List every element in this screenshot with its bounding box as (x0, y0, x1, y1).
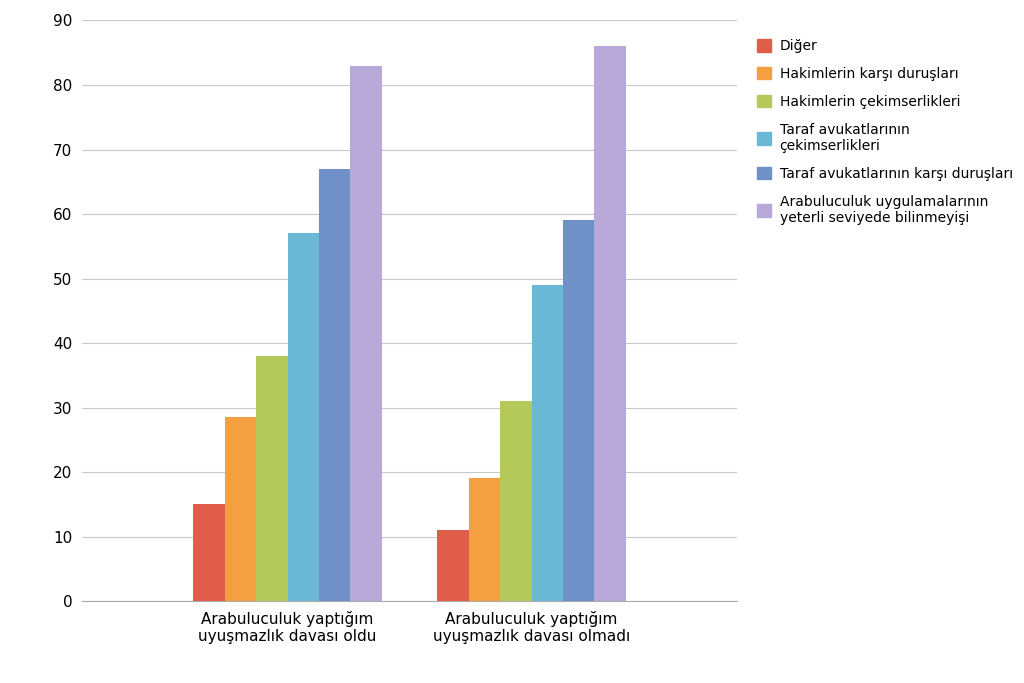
Bar (501, 401, 531, 601)
Bar (256, 356, 288, 601)
Bar (469, 479, 501, 601)
Bar (318, 169, 350, 601)
Bar (594, 46, 626, 601)
Bar (350, 66, 382, 601)
Bar (531, 285, 563, 601)
Bar (225, 417, 256, 601)
Bar (194, 504, 225, 601)
Bar (563, 221, 594, 601)
Legend: Diğer, Hakimlerin karşı duruşları, Hakimlerin çekimserlikleri, Taraf avukatların: Diğer, Hakimlerin karşı duruşları, Hakim… (758, 39, 1013, 225)
Bar (437, 530, 469, 601)
Bar (288, 234, 318, 601)
